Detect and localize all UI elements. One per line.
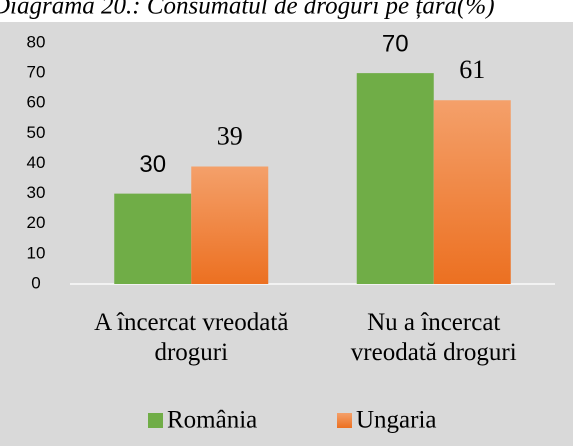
data-label: 61 bbox=[459, 55, 485, 84]
y-tick-label: 50 bbox=[27, 123, 46, 142]
y-tick-label: 10 bbox=[27, 243, 46, 262]
legend-swatch bbox=[148, 413, 163, 428]
y-tick-label: 80 bbox=[27, 32, 46, 51]
data-label: 39 bbox=[217, 121, 243, 150]
y-tick-label: 0 bbox=[31, 273, 40, 292]
y-tick-label: 70 bbox=[27, 63, 46, 82]
data-label: 30 bbox=[139, 151, 166, 178]
chart-title: Diagrama 20.: Consumatul de droguri pe ț… bbox=[0, 0, 495, 20]
data-label: 70 bbox=[382, 30, 409, 57]
bar bbox=[433, 100, 511, 284]
legend-label: România bbox=[167, 407, 257, 434]
y-tick-label: 30 bbox=[27, 183, 46, 202]
y-tick-label: 40 bbox=[27, 153, 46, 172]
y-tick-label: 20 bbox=[27, 213, 46, 232]
legend-swatch bbox=[337, 413, 352, 428]
bar bbox=[191, 166, 269, 284]
bar bbox=[114, 193, 192, 284]
y-tick-label: 60 bbox=[27, 93, 46, 112]
bar bbox=[356, 73, 434, 284]
x-tick-label: Nu a încercat vreodată droguri bbox=[350, 309, 517, 366]
legend-label: Ungaria bbox=[356, 407, 437, 434]
x-tick-label: A încercat vreodată droguri bbox=[94, 309, 289, 366]
